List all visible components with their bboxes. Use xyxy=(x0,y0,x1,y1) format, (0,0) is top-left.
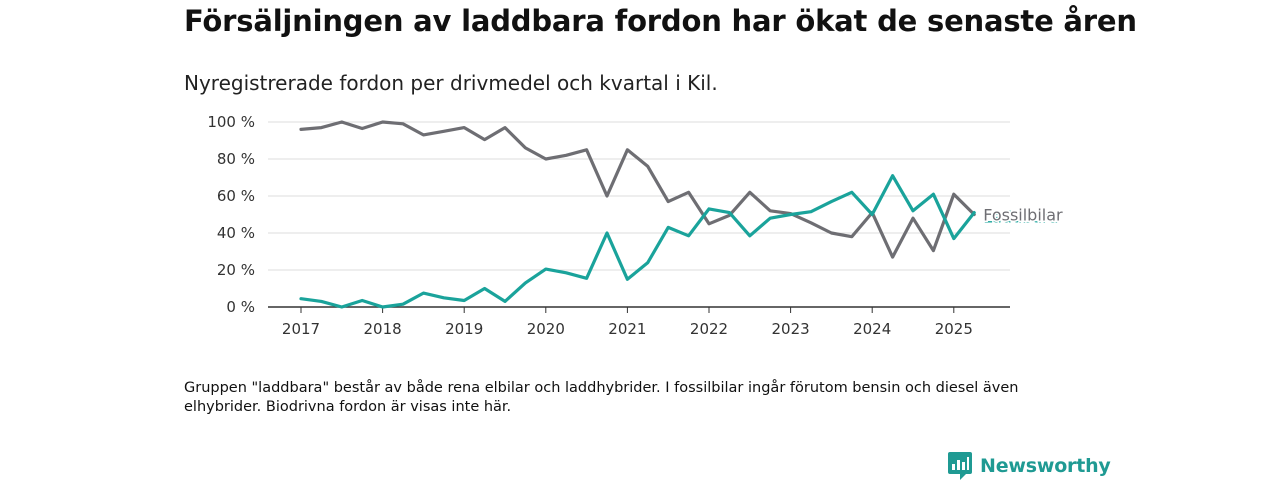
footnote: Gruppen "laddbara" består av både rena e… xyxy=(184,380,1019,415)
series-line-laddbara xyxy=(299,174,976,309)
x-tick-label: 2021 xyxy=(608,320,646,338)
x-axis: 2017 2018 2019 2020 2021 2022 2023 2024 2025 xyxy=(268,306,1010,338)
x-tick-label: 2024 xyxy=(853,320,891,338)
line-chart: 0 % 20 % 40 % 60 % 80 % 100 % 2017 2018 2019 202… xyxy=(207,113,1065,338)
x-tick-label: 2025 xyxy=(935,320,973,338)
x-tick-label: 2017 xyxy=(282,320,320,338)
series-label-laddbara: Laddbara xyxy=(983,208,1058,227)
y-tick-label: 40 % xyxy=(217,224,255,242)
y-tick-label: 0 % xyxy=(226,298,255,316)
x-tick-label: 2023 xyxy=(772,320,810,338)
x-tick-label: 2018 xyxy=(364,320,402,338)
x-tick-label: 2020 xyxy=(527,320,565,338)
y-tick-label: 80 % xyxy=(217,150,255,168)
brand-logo[interactable]: Newsworthy xyxy=(948,450,1111,482)
series-line-fossilbilar xyxy=(299,120,976,259)
newsworthy-logo-icon xyxy=(948,452,972,480)
chart-title: Försäljningen av laddbara fordon har öka… xyxy=(184,4,1137,38)
brand-name: Newsworthy xyxy=(980,455,1111,477)
x-tick-label: 2022 xyxy=(690,320,728,338)
y-axis-ticks: 0 % 20 % 40 % 60 % 80 % 100 % xyxy=(207,113,255,316)
x-tick-label: 2019 xyxy=(445,320,483,338)
chart-subtitle: Nyregistrerade fordon per drivmedel och … xyxy=(184,71,718,95)
y-tick-label: 100 % xyxy=(207,113,255,131)
series-lines xyxy=(299,120,976,309)
y-tick-label: 60 % xyxy=(217,187,255,205)
y-tick-label: 20 % xyxy=(217,261,255,279)
series-label-fossilbilar: Fossilbilar xyxy=(983,206,1063,225)
